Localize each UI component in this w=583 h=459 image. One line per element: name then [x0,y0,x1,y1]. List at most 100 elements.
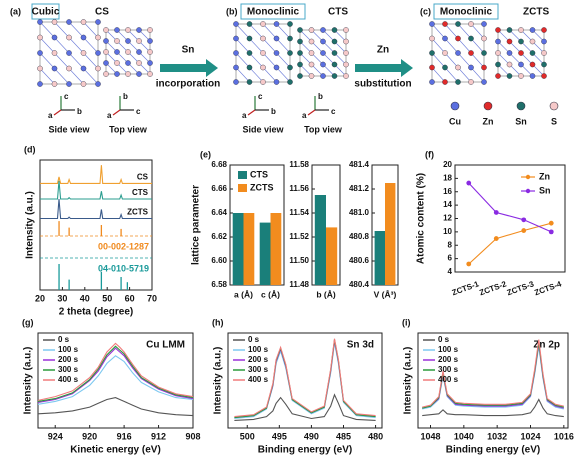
atom [95,34,101,41]
x-tick-label: ZCTS-3 [506,279,536,297]
legend-label: 200 s [438,355,459,364]
series-line [37,397,194,417]
y-tick-label: 18 [443,173,452,182]
legend-swatch [238,171,247,179]
atom [51,50,58,56]
atom-legend-marker [450,101,460,111]
bond [83,68,99,85]
atom [343,73,349,79]
atom [506,73,513,79]
bond [276,52,291,68]
series-line [234,393,376,421]
atom [541,61,547,68]
atom [136,27,142,33]
plot-frame [229,164,285,286]
y-tick-label: 11.56 [289,184,309,193]
x-tick-label: 495 [272,431,287,441]
bond [470,52,485,68]
bond [276,67,291,83]
legend-label: ZCTS [250,182,274,192]
plot-frame [37,332,194,429]
atom [529,38,536,45]
compound-label: ZCTS [523,7,549,18]
atom [343,27,349,33]
axis-letter: b [77,107,82,116]
series-label: CTS [132,188,149,197]
atom [429,35,435,42]
atom [80,50,87,56]
bond [235,23,250,39]
bar [326,227,338,285]
x-tick-label: ZCTS-1 [451,279,481,297]
atom [66,81,72,87]
atom [455,35,461,42]
atom [51,81,58,87]
bond [457,67,472,83]
legend-label: Sn [539,185,551,195]
y-axis-label: lattice parameter [191,185,202,265]
y-tick-label: 6.62 [211,232,227,241]
x-tick-label: 1032 [487,431,507,441]
bond [68,21,84,38]
y-tick-label: 10 [443,227,452,236]
axis-letter: b [271,107,276,116]
bond [249,67,264,83]
atom-legend-label: Cu [449,116,461,126]
axis-arrow [112,109,121,116]
atom [287,21,293,27]
atom [260,35,266,42]
axis-letter: a [242,111,247,120]
atom [114,27,120,33]
x-tick-label: 485 [336,431,351,441]
atom [37,65,43,72]
atom [495,50,501,56]
legend-label: 100 s [58,345,79,354]
legend-label: CTS [250,169,268,179]
bond [68,37,84,54]
bar [259,222,271,285]
atom [331,61,338,68]
atom [147,49,153,55]
bond [276,23,291,39]
atom [287,64,293,71]
x-tick-label: 50 [102,293,112,303]
legend-label: 100 s [248,345,269,354]
y-axis-label: Atomic content (%) [416,173,427,264]
panel-label: (a) [10,6,21,16]
bond [249,52,264,68]
y-tick-label: 6.66 [211,184,227,193]
atom [455,21,461,27]
atom [481,64,487,71]
atom [495,27,501,33]
bond [470,67,485,83]
atom [442,35,448,42]
legend-label: 0 s [248,335,260,344]
bond [457,23,472,39]
y-axis-label: Intensity (a.u.) [23,347,34,415]
bar [243,213,255,285]
panel-label: (e) [200,149,211,159]
x-axis-label: Binding energy (eV) [258,445,352,456]
y-tick-label: 12 [443,214,452,223]
atom [147,71,153,77]
bar [314,195,326,285]
atom [320,38,326,45]
x-axis-label: Binding energy (eV) [446,445,540,456]
phase-label: Monoclinic [247,7,300,18]
axis-arrow [247,109,256,116]
legend-label: 300 s [248,365,269,374]
atom [506,27,513,33]
x-tick-label: a (Å) [234,289,253,299]
atom [506,38,513,45]
view-label: Side view [242,124,284,134]
atom [297,50,303,56]
y-axis-label: Intensity (a.u.) [403,347,414,415]
atom [468,35,474,42]
atom [541,50,547,56]
y-tick-label: 14 [443,200,452,209]
axis-letter: b [123,92,128,101]
panel-label: (h) [212,317,224,327]
x-tick-label: 908 [185,431,200,441]
atom [529,50,536,56]
atom [260,79,266,85]
